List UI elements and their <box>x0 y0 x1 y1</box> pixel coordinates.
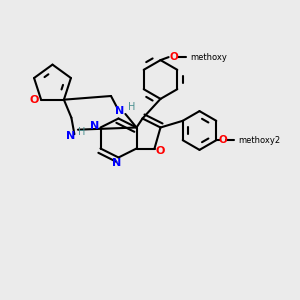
Text: methoxy: methoxy <box>190 52 227 62</box>
Text: N: N <box>91 121 100 131</box>
Text: N: N <box>112 158 122 168</box>
Text: N: N <box>66 131 75 141</box>
Text: O: O <box>169 52 178 62</box>
Text: O: O <box>30 95 39 105</box>
Text: methoxy2: methoxy2 <box>238 136 280 145</box>
Text: H: H <box>128 102 135 112</box>
Text: H: H <box>78 127 85 137</box>
Text: N: N <box>116 106 124 116</box>
Text: O: O <box>218 135 227 145</box>
Text: O: O <box>155 146 165 157</box>
